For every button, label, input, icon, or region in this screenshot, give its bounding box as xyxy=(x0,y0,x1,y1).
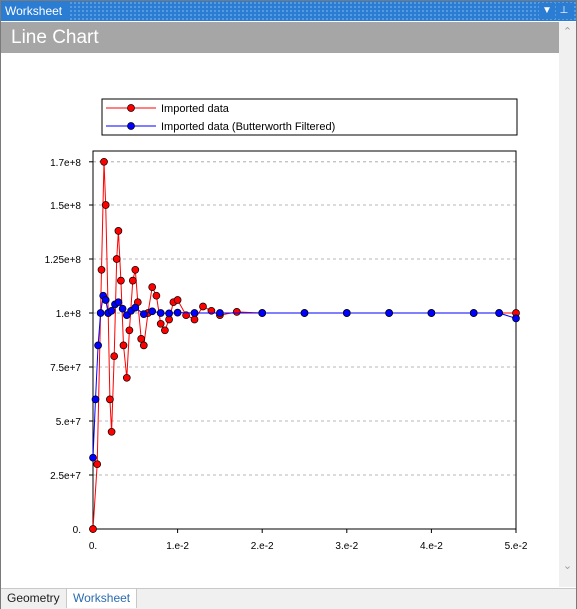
series-point-1 xyxy=(342,309,351,317)
series-point-1 xyxy=(495,309,503,317)
series-point-0 xyxy=(139,341,148,350)
series-point-1 xyxy=(94,341,102,350)
chart-area: 0. 2.5e+7 5.e+7 7.5e+7 1.e+8 1.25e+8 1.5e+8 1.7… xyxy=(1,53,559,587)
series-point-1 xyxy=(216,309,224,317)
series-point-0 xyxy=(148,283,157,291)
series-point-1 xyxy=(101,296,110,304)
grid-lines xyxy=(93,161,516,476)
tab-geometry[interactable]: Geometry xyxy=(1,589,67,608)
legend-marker-raw xyxy=(127,104,135,112)
pane-title: Worksheet xyxy=(1,1,69,21)
series-point-1 xyxy=(173,308,182,317)
series-point-1 xyxy=(118,304,127,313)
series-point-0 xyxy=(117,276,125,285)
series-point-1 xyxy=(300,309,309,317)
series-point-1 xyxy=(469,309,478,317)
legend: Imported data Imported data (Butterworth… xyxy=(101,98,518,136)
series-point-1 xyxy=(385,309,393,317)
y-tick-label: 1.7e+8 xyxy=(50,158,81,169)
line-chart: 0. 2.5e+7 5.e+7 7.5e+7 1.e+8 1.25e+8 1.5e+8 1.7… xyxy=(45,98,528,552)
x-tick-label: 2.e-2 xyxy=(251,541,274,552)
series-point-0 xyxy=(232,308,241,316)
y-tick-label: 1.25e+8 xyxy=(45,255,82,266)
x-tick-label: 1.e-2 xyxy=(166,541,189,552)
series-point-0 xyxy=(112,255,121,263)
scroll-up-icon[interactable]: ⌃ xyxy=(562,26,573,38)
series-point-0 xyxy=(161,326,169,335)
series-point-0 xyxy=(128,276,137,285)
series-point-1 xyxy=(131,303,140,312)
x-tick-label: 0. xyxy=(89,541,97,552)
y-tick-label: 0. xyxy=(73,525,81,536)
series-point-0 xyxy=(107,427,116,436)
series-point-0 xyxy=(114,227,123,235)
legend-label-raw: Imported data xyxy=(161,103,230,115)
series-point-1 xyxy=(96,309,105,317)
pin-icon[interactable]: ⊥ xyxy=(556,3,572,19)
series-point-0 xyxy=(131,265,140,274)
series-point-0 xyxy=(119,341,128,350)
series-point-0 xyxy=(122,373,131,382)
series-point-0 xyxy=(93,460,102,469)
x-tick-label: 4.e-2 xyxy=(420,541,443,552)
series-point-0 xyxy=(156,319,165,328)
series-line-1 xyxy=(92,294,517,458)
series-point-1 xyxy=(427,309,436,317)
series-point-1 xyxy=(190,309,199,317)
series-point-1 xyxy=(165,309,173,318)
series-point-1 xyxy=(91,395,100,404)
series-point-0 xyxy=(125,326,134,335)
series-point-0 xyxy=(100,157,108,166)
chart-header: Line Chart xyxy=(1,22,559,53)
series-point-0 xyxy=(106,395,114,404)
series-point-1 xyxy=(512,314,520,323)
series-point-0 xyxy=(190,315,199,324)
x-tick-label: 5.e-2 xyxy=(505,541,528,552)
x-axis-ticks: 0. 1.e-2 2.e-2 3.e-2 4.e-2 5.e-2 xyxy=(89,529,528,552)
page-title: Line Chart xyxy=(11,27,99,48)
series-point-0 xyxy=(97,265,106,274)
series-point-1 xyxy=(114,298,123,307)
series-point-0 xyxy=(199,302,207,311)
series-group xyxy=(89,157,520,533)
plot-frame xyxy=(92,150,517,530)
y-tick-label: 5.e+7 xyxy=(56,417,82,428)
y-axis-ticks: 0. 2.5e+7 5.e+7 7.5e+7 1.e+8 1.25e+8 1.5e+8 1.7… xyxy=(45,158,93,536)
legend-box xyxy=(101,98,518,136)
series-point-1 xyxy=(107,306,116,315)
chevron-down-icon[interactable]: ▼ xyxy=(539,3,555,19)
y-tick-label: 2.5e+7 xyxy=(50,471,81,482)
y-tick-label: 1.5e+8 xyxy=(50,201,81,212)
series-point-0 xyxy=(110,352,119,361)
y-tick-label: 7.5e+7 xyxy=(50,363,81,374)
series-point-1 xyxy=(148,307,157,316)
series-point-0 xyxy=(101,201,110,209)
series-point-0 xyxy=(182,311,190,320)
series-point-1 xyxy=(258,309,267,317)
legend-marker-filtered xyxy=(127,122,135,130)
x-tick-label: 3.e-2 xyxy=(335,541,358,552)
series-point-0 xyxy=(137,335,146,343)
legend-label-filtered: Imported data (Butterworth Filtered) xyxy=(161,121,335,133)
series-point-0 xyxy=(89,525,97,533)
y-tick-label: 1.e+8 xyxy=(56,309,82,320)
series-point-0 xyxy=(152,291,161,300)
series-point-1 xyxy=(156,309,165,317)
series-point-1 xyxy=(89,453,97,462)
series-point-0 xyxy=(173,296,182,304)
vertical-scrollbar[interactable]: ⌃ ⌄ xyxy=(559,22,576,587)
pane-title-bar[interactable]: Worksheet ▼ ⊥ xyxy=(1,1,576,21)
bottom-tab-bar: Geometry Worksheet xyxy=(1,588,576,609)
series-line-0 xyxy=(92,161,516,530)
scroll-down-icon[interactable]: ⌄ xyxy=(562,560,573,572)
series-point-1 xyxy=(139,310,148,318)
tab-worksheet[interactable]: Worksheet xyxy=(66,589,138,608)
